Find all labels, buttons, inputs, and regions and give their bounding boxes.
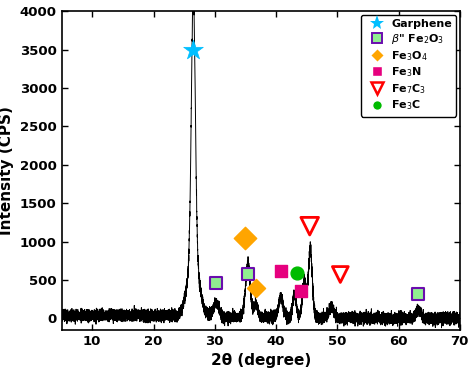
Point <box>337 271 344 277</box>
Point <box>414 291 422 298</box>
Point <box>297 288 304 294</box>
Point <box>252 285 260 291</box>
Point <box>242 235 249 241</box>
Legend: Garphene, $\beta$" Fe$_2$O$_3$, Fe$_3$O$_4$, Fe$_3$N, Fe$_7$C$_3$, Fe$_3$C: Garphene, $\beta$" Fe$_2$O$_3$, Fe$_3$O$… <box>361 15 456 117</box>
Point <box>277 268 285 274</box>
Point <box>190 47 197 53</box>
Y-axis label: Intensity (CPS): Intensity (CPS) <box>0 106 14 235</box>
Point <box>244 271 252 277</box>
Point <box>306 223 313 229</box>
Point <box>212 280 220 286</box>
Point <box>294 270 301 276</box>
X-axis label: 2θ (degree): 2θ (degree) <box>210 353 311 368</box>
